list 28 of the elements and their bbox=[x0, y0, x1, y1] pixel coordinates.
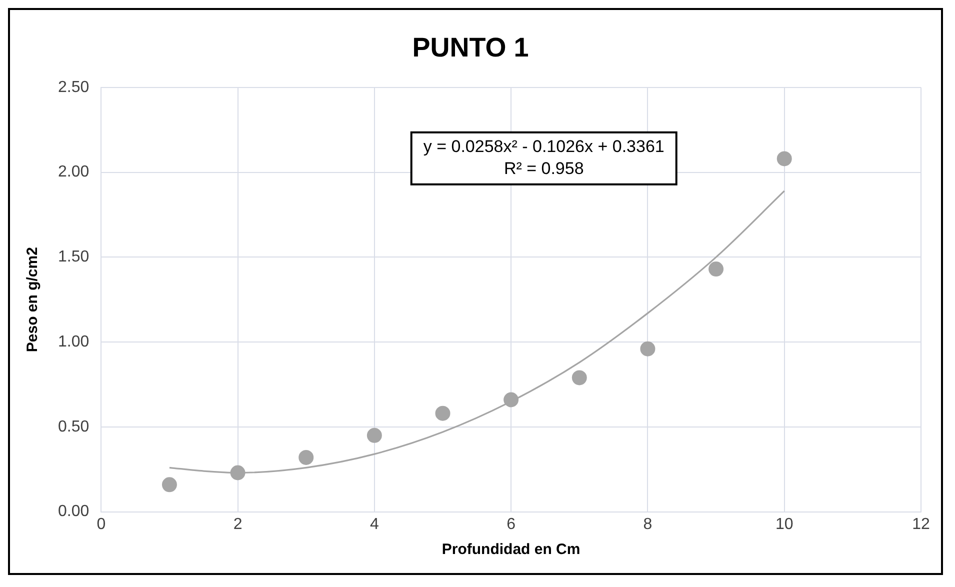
point bbox=[298, 450, 314, 465]
annotation: y = 0.0258x² - 0.1026x + 0.3361 bbox=[423, 137, 664, 156]
x-tick-label: 10 bbox=[775, 516, 794, 533]
annotation: R² = 0.958 bbox=[504, 159, 584, 178]
x-tick-label: 6 bbox=[506, 516, 516, 533]
x-tick-label: 0 bbox=[96, 516, 106, 533]
y-tick-label: 0.00 bbox=[58, 503, 90, 520]
point bbox=[640, 341, 656, 356]
point bbox=[776, 151, 792, 166]
point bbox=[230, 465, 246, 480]
x-axis-title: Profundidad en Cm bbox=[442, 541, 580, 558]
x-tick-label: 12 bbox=[912, 516, 930, 533]
x-tick-label: 8 bbox=[643, 516, 652, 533]
x-tick-label: 2 bbox=[233, 516, 242, 533]
point bbox=[162, 477, 177, 492]
x-tick-label: 4 bbox=[370, 516, 379, 533]
point bbox=[504, 392, 519, 408]
point bbox=[708, 262, 724, 277]
chart-title: PUNTO 1 bbox=[412, 32, 529, 63]
y-tick-label: 2.00 bbox=[58, 164, 90, 181]
y-axis-title: Peso en g/cm2 bbox=[24, 247, 42, 352]
y-tick-label: 0.50 bbox=[58, 418, 90, 436]
y-tick-label: 2.50 bbox=[58, 78, 90, 96]
point bbox=[366, 428, 382, 443]
y-tick-label: 1.50 bbox=[58, 248, 90, 266]
point bbox=[435, 406, 450, 421]
point bbox=[572, 370, 587, 386]
y-tick-label: 1.00 bbox=[58, 333, 90, 350]
